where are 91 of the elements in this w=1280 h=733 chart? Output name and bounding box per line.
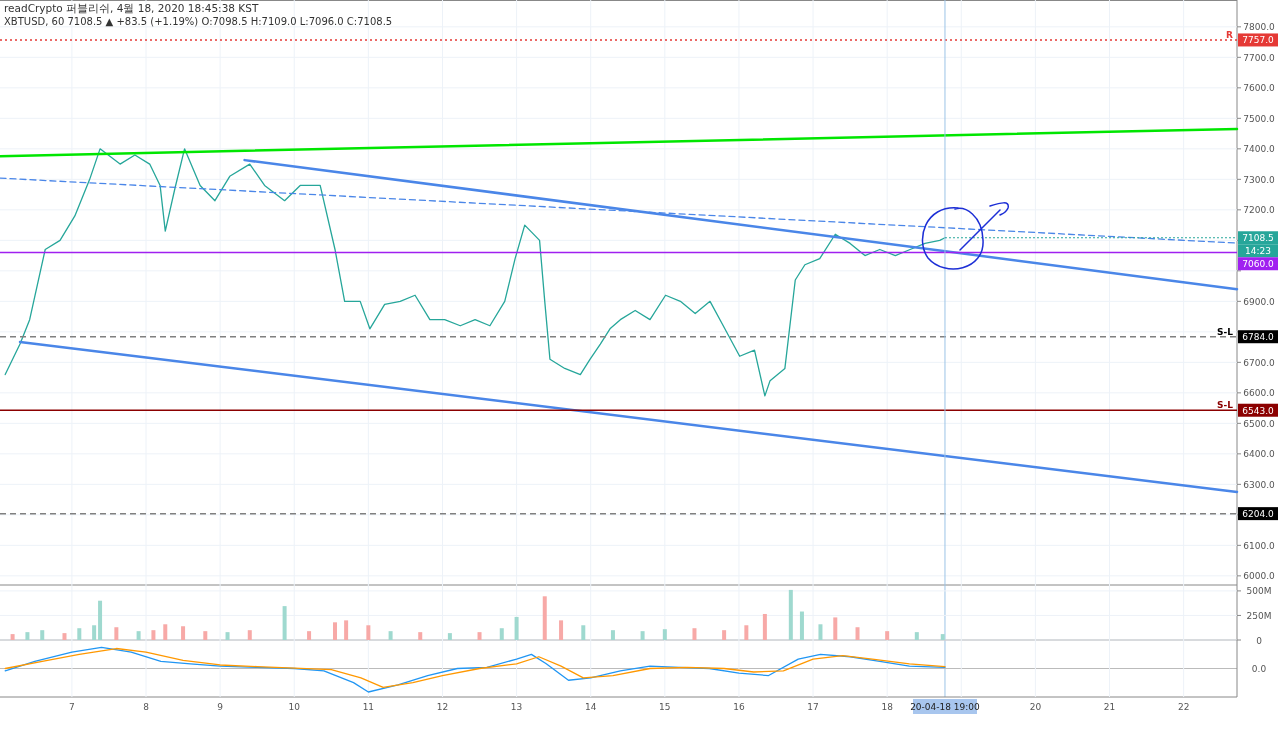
bar — [885, 631, 890, 640]
text: 7060.0 — [1242, 259, 1275, 270]
x-tick-label: 20 — [1029, 702, 1042, 712]
annotation: 6543.0 — [1242, 405, 1275, 416]
bar — [40, 630, 45, 640]
y-tick-label: 6100.0 — [1243, 540, 1276, 551]
bar — [181, 626, 186, 640]
text: 0.0 — [1251, 664, 1267, 674]
x-tick-label: 7 — [69, 702, 75, 712]
bar — [151, 630, 156, 640]
bar — [833, 617, 838, 640]
y-tick-label: 6900.0 — [1243, 296, 1276, 307]
bar — [333, 622, 338, 640]
y-tick-label: 6700.0 — [1243, 357, 1276, 368]
x-tick-label: 18 — [881, 702, 894, 712]
annotation: 6204.0 — [1242, 509, 1275, 520]
x-tick-label: 12 — [436, 702, 449, 712]
y-tick-label: 250M — [1246, 610, 1272, 621]
bar — [344, 620, 349, 640]
bar — [559, 620, 564, 640]
bar — [818, 624, 823, 640]
bar — [855, 627, 860, 640]
bar — [92, 625, 97, 640]
bar — [662, 629, 667, 640]
bar — [247, 630, 252, 640]
bar — [77, 628, 82, 640]
x-tick-label: 14 — [584, 702, 597, 712]
x-tick-label: 17 — [807, 702, 819, 712]
y-tick-label: 6600.0 — [1243, 388, 1276, 399]
ref-line-label: R — [1226, 29, 1234, 40]
bar — [447, 633, 452, 640]
bar — [307, 631, 312, 640]
x-tick-label: 21 — [1103, 702, 1116, 712]
x-tick-label: 13 — [510, 702, 523, 712]
bar — [692, 628, 697, 640]
y-tick-label: 7500.0 — [1243, 113, 1276, 124]
bar — [388, 631, 393, 640]
y-tick-label: 7200.0 — [1243, 205, 1276, 216]
x-tick-label: 9 — [217, 702, 224, 712]
bar — [940, 634, 945, 640]
x-tick-label: 15 — [659, 702, 671, 712]
y-tick-label: 0 — [1256, 635, 1263, 646]
bar — [499, 628, 504, 640]
ref-line-label: S-L — [1217, 326, 1234, 337]
bar — [477, 632, 482, 640]
y-tick-label: 500M — [1246, 586, 1272, 597]
bar — [98, 600, 103, 640]
bar — [114, 627, 119, 640]
ref-line-label: S-L — [1217, 400, 1234, 411]
x-tick-label: 16 — [733, 702, 745, 712]
bar — [203, 631, 208, 640]
bar — [10, 634, 15, 640]
y-tick-label: 6400.0 — [1243, 449, 1276, 460]
y-tick-label: 7800.0 — [1243, 22, 1276, 33]
annotation: 6784.0 — [1242, 332, 1275, 343]
bar — [640, 631, 645, 640]
bar — [744, 625, 749, 640]
text: XBTUSD, 60 7108.5 ▲ +83.5 (+1.19%) O:7098.5 H:7109.0 L:7096.0 C:7108.5 — [4, 16, 393, 27]
bar — [62, 633, 67, 640]
y-tick-label: 7700.0 — [1243, 52, 1276, 63]
annotation: 7757.0 — [1242, 35, 1275, 46]
y-tick-label: 7600.0 — [1243, 83, 1276, 94]
annotation: 7108.5 — [1242, 233, 1274, 244]
bar — [282, 606, 287, 640]
y-tick-label: 6000.0 — [1243, 571, 1276, 582]
bar — [788, 589, 793, 640]
text: 14:23 — [1245, 246, 1271, 257]
bar — [610, 630, 615, 640]
ref-line-label: 20-04-18 19:00 — [910, 702, 981, 712]
bar — [722, 630, 727, 640]
chart-title: readCrypto 퍼블리쉬, 4월 18, 2020 18:45:38 KST — [4, 2, 259, 14]
bar — [542, 596, 547, 640]
bar — [225, 632, 230, 640]
x-tick-label: 22 — [1177, 702, 1190, 712]
bar — [914, 632, 919, 640]
x-tick-label: 8 — [143, 702, 150, 712]
bar — [366, 625, 371, 640]
bar — [163, 624, 168, 640]
y-tick-label: 6500.0 — [1243, 418, 1276, 429]
bar — [136, 631, 141, 640]
y-tick-label: 7400.0 — [1243, 144, 1276, 155]
y-tick-label: 7300.0 — [1243, 174, 1276, 185]
bar — [581, 625, 586, 640]
x-tick-label: 11 — [362, 702, 375, 712]
bar — [418, 632, 423, 640]
x-tick-label: 10 — [288, 702, 301, 712]
bar — [25, 632, 30, 640]
bar — [762, 613, 767, 640]
bar — [514, 616, 519, 640]
y-tick-label: 6300.0 — [1243, 479, 1276, 490]
bar — [799, 611, 804, 640]
